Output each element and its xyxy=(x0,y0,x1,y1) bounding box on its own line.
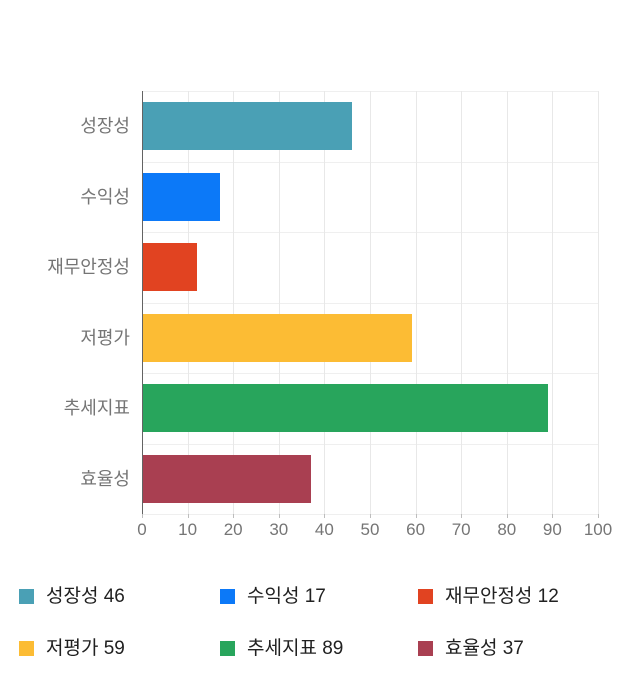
legend-label: 수익성 17 xyxy=(247,586,326,607)
legend-label: 재무안정성 12 xyxy=(445,586,559,607)
legend-swatch-icon xyxy=(19,589,34,604)
category-label: 효율성 xyxy=(80,468,130,489)
bar[interactable] xyxy=(142,384,549,433)
legend-label: 성장성 46 xyxy=(46,586,125,607)
legend-label: 추세지표 89 xyxy=(247,638,344,659)
x-tick-label: 80 xyxy=(497,520,517,539)
gridline xyxy=(461,91,463,514)
x-tick-label: 30 xyxy=(269,520,289,539)
bar[interactable] xyxy=(142,172,221,221)
category-label: 추세지표 xyxy=(63,398,130,418)
legend-swatch-icon xyxy=(418,589,433,604)
tick-mark xyxy=(598,514,599,518)
category-label: 저평가 xyxy=(80,327,130,348)
gridline xyxy=(324,91,326,514)
bar[interactable] xyxy=(142,313,412,362)
tick-mark xyxy=(233,514,235,518)
bar[interactable] xyxy=(142,454,312,503)
tick-mark xyxy=(278,514,280,518)
gridline xyxy=(552,91,554,514)
category-label: 수익성 xyxy=(80,186,130,207)
x-tick-label: 20 xyxy=(223,520,243,539)
legend-item: 저평가 59 xyxy=(19,638,125,660)
x-tick-label: 100 xyxy=(583,520,613,539)
legend-label: 효율성 37 xyxy=(445,638,524,659)
legend-swatch-icon xyxy=(418,641,433,656)
bar[interactable] xyxy=(142,102,353,151)
tick-mark xyxy=(370,514,371,518)
gridline xyxy=(506,91,508,514)
tick-mark xyxy=(324,514,326,518)
x-tick-label: 90 xyxy=(542,520,562,539)
x-tick-label: 70 xyxy=(451,520,471,539)
gridline xyxy=(278,91,280,514)
legend-item: 수익성 17 xyxy=(220,586,326,608)
legend-swatch-icon xyxy=(220,589,235,604)
category-label: 성장성 xyxy=(80,116,130,136)
legend-label: 저평가 59 xyxy=(46,638,125,659)
tick-mark xyxy=(187,514,189,518)
gridline xyxy=(415,91,417,514)
legend-item: 재무안정성 12 xyxy=(418,586,559,608)
x-tick-label: 50 xyxy=(360,520,380,539)
tick-mark xyxy=(506,514,508,518)
gridline xyxy=(598,91,599,514)
x-tick-label: 0 xyxy=(137,520,147,539)
legend-item: 성장성 46 xyxy=(19,586,125,608)
axis-baseline xyxy=(142,91,143,514)
legend-item: 추세지표 89 xyxy=(220,638,343,660)
x-tick-label: 40 xyxy=(314,520,334,539)
gridline xyxy=(187,91,189,514)
tick-mark xyxy=(415,514,417,518)
legend-swatch-icon xyxy=(19,641,34,656)
tick-mark xyxy=(461,514,463,518)
gridline xyxy=(370,91,371,514)
category-label: 재무안정성 xyxy=(47,257,130,277)
legend-swatch-icon xyxy=(220,641,235,656)
plot-area xyxy=(142,91,599,518)
gridline xyxy=(233,91,235,514)
tick-mark xyxy=(552,514,554,518)
bar[interactable] xyxy=(142,243,198,292)
x-tick-label: 10 xyxy=(178,520,198,539)
legend-item: 효율성 37 xyxy=(418,638,524,660)
tick-mark xyxy=(142,514,143,518)
x-tick-label: 60 xyxy=(406,520,426,539)
